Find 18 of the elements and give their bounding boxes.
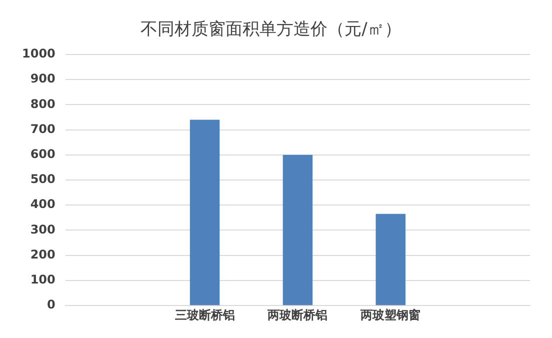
x-tick-label: 三玻断桥铝 (174, 308, 235, 322)
bar (376, 214, 406, 306)
bar (282, 154, 313, 306)
y-tick-label: 300 (30, 222, 56, 236)
y-tick-label: 400 (30, 197, 56, 212)
y-tick-label: 600 (30, 147, 56, 162)
y-tick-label: 200 (30, 247, 56, 262)
y-tick-label: 100 (30, 272, 56, 287)
x-tick-label: 两玻塑钢窗 (360, 308, 421, 322)
x-tick-label: 两玻断桥铝 (266, 308, 328, 322)
y-tick-label: 1000 (22, 46, 56, 61)
y-tick-label: 800 (30, 96, 56, 111)
y-tick-label: 900 (30, 72, 56, 86)
y-tick-label: 500 (30, 172, 56, 186)
bar (190, 120, 220, 306)
y-tick-label: 700 (30, 122, 56, 136)
chart-title: 不同材质窗面积单方造价（元/㎡） (140, 20, 402, 40)
y-tick-label: 0 (47, 298, 56, 312)
